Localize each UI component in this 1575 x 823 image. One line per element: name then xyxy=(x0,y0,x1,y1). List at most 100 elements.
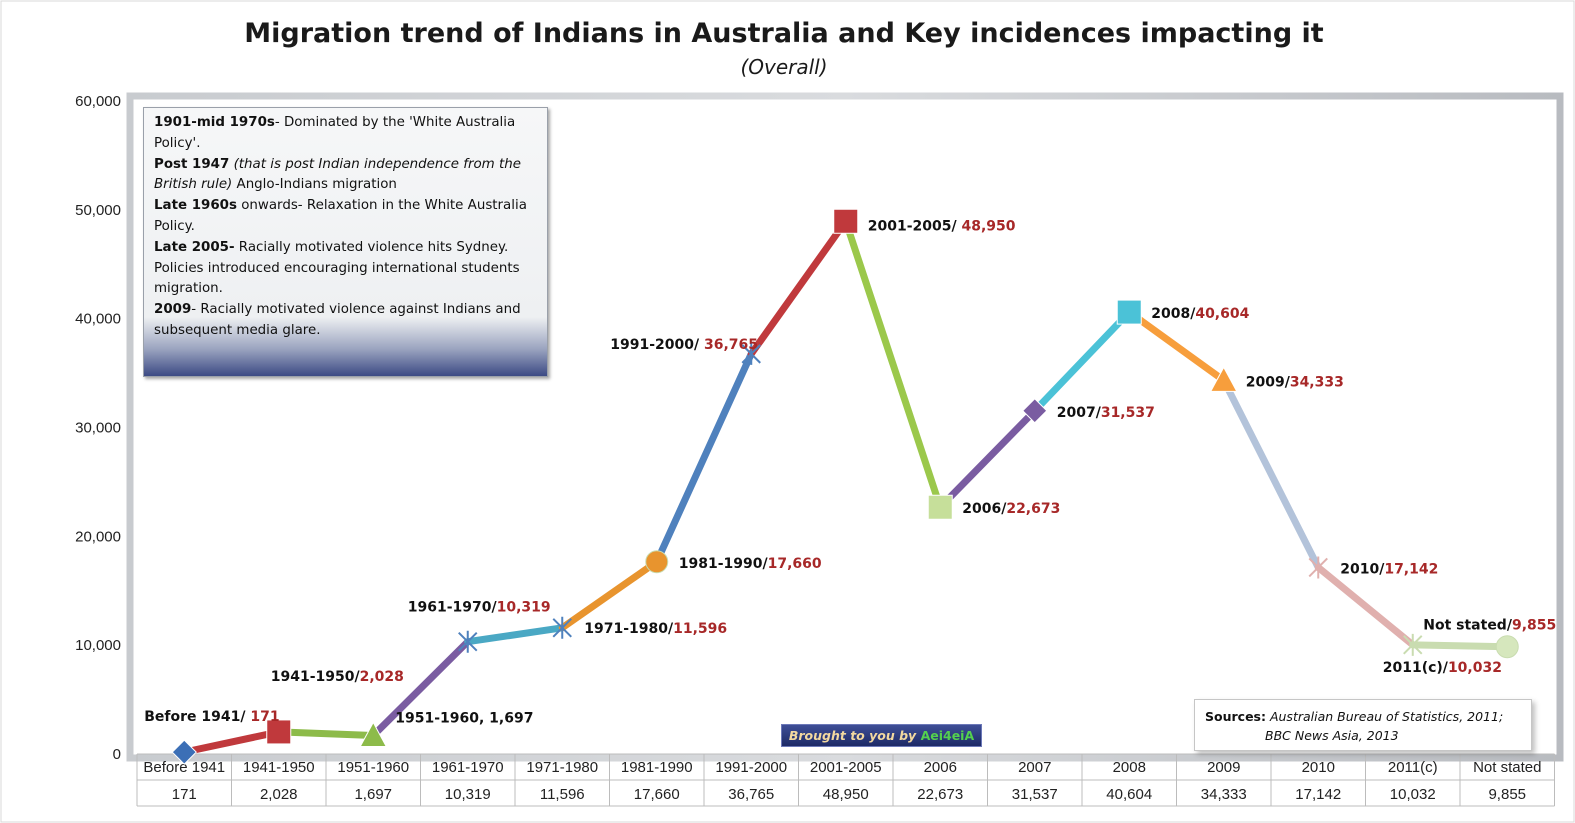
data-label-name: 2007/ xyxy=(1057,405,1102,421)
data-label-name: 2011(c)/ xyxy=(1383,660,1449,676)
table-category-cell: Before 1941 xyxy=(143,759,225,776)
line-segment xyxy=(842,217,944,511)
table-category-cell: 1951-1960 xyxy=(337,759,409,776)
data-label: Before 1941/ 171 xyxy=(144,709,279,725)
table-category-cell: 1941-1950 xyxy=(243,759,315,776)
data-label-value: 34,333 xyxy=(1290,374,1344,390)
table-value-cell: 31,537 xyxy=(1012,786,1058,803)
data-point-marker xyxy=(458,630,478,653)
y-tick-label: 40,000 xyxy=(75,311,121,328)
y-tick-label: 60,000 xyxy=(75,93,121,110)
data-label-name: Before 1941/ xyxy=(144,709,250,725)
y-tick-label: 50,000 xyxy=(75,202,121,219)
data-label: 1961-1970/10,319 xyxy=(408,600,551,616)
line-segment xyxy=(653,350,755,566)
data-label-name: 1951-1960, 1,697 xyxy=(395,711,533,727)
y-tick-label: 10,000 xyxy=(75,637,121,654)
data-point-marker xyxy=(741,342,761,365)
data-label-value: 17,142 xyxy=(1384,561,1438,577)
credit-banner: Brought to you by Aei4eiA xyxy=(781,724,982,747)
data-label: 1971-1980/11,596 xyxy=(584,621,727,637)
table-value-cell: 48,950 xyxy=(823,786,869,803)
table-category-cell: 1991-2000 xyxy=(715,759,787,776)
sources-label: Sources: xyxy=(1205,709,1266,724)
table-category-cell: 2006 xyxy=(924,759,957,776)
table-value-cell: 10,032 xyxy=(1390,786,1436,803)
data-table: Before 1941 171 1941-1950 2,028 1951-1960 1,6… xyxy=(136,753,1555,807)
sources-line-1: Sources: Australian Bureau of Statistics… xyxy=(1205,709,1504,724)
data-label: 2009/34,333 xyxy=(1246,374,1344,390)
data-label-value: 40,604 xyxy=(1195,306,1249,322)
data-label: 1991-2000/ 36,765 xyxy=(610,337,758,353)
chart-subtitle: (Overall) xyxy=(740,55,827,79)
data-label: Not stated/9,855 xyxy=(1423,618,1556,634)
table-value-cell: 9,855 xyxy=(1488,786,1526,803)
series-line xyxy=(180,217,1511,756)
brand-name: Aei4eiA xyxy=(920,728,975,743)
line-segment xyxy=(1031,308,1133,415)
data-label: 1951-1960, 1,697 xyxy=(395,711,533,727)
table-value-cell: 34,333 xyxy=(1201,786,1247,803)
data-label: 2010/17,142 xyxy=(1340,561,1438,577)
data-label-name: Not stated/ xyxy=(1423,618,1513,634)
data-point-marker xyxy=(1022,398,1048,424)
note-item: 2009- Racially motivated violence agains… xyxy=(154,302,521,338)
data-point-marker xyxy=(645,550,669,574)
series-markers xyxy=(171,208,1519,765)
table-category-cell: 2010 xyxy=(1302,759,1335,776)
data-point-marker xyxy=(266,719,292,745)
table-category-cell: 1971-1980 xyxy=(526,759,598,776)
line-segment xyxy=(1220,376,1322,571)
data-point-marker xyxy=(1209,366,1238,392)
table-value-cell: 10,319 xyxy=(445,786,491,803)
line-segment xyxy=(936,407,1039,511)
sources-box: Sources: Australian Bureau of Statistics… xyxy=(1194,699,1532,751)
table-category-cell: 2008 xyxy=(1113,759,1146,776)
y-tick-label: 30,000 xyxy=(75,420,121,437)
table-category-cell: 2001-2005 xyxy=(810,759,882,776)
table-value-cell: 40,604 xyxy=(1106,786,1152,803)
data-label-value: 48,950 xyxy=(961,218,1015,234)
data-label-name: 2009/ xyxy=(1246,374,1291,390)
data-label-value: 10,319 xyxy=(497,600,551,616)
data-label-name: 1971-1980/ xyxy=(584,621,674,637)
data-point-marker xyxy=(1495,635,1519,659)
data-label-name: 1981-1990/ xyxy=(679,556,769,572)
line-segment xyxy=(464,624,566,646)
data-labels: Before 1941/ 171 1941-1950/2,028 1951-1960… xyxy=(144,218,1556,726)
data-label: 1981-1990/17,660 xyxy=(679,556,822,572)
sources-line-2: BBC News Asia, 2013 xyxy=(1265,728,1399,743)
table-value-cell: 22,673 xyxy=(917,786,963,803)
data-label-name: 2008/ xyxy=(1151,306,1196,322)
y-tick-label: 20,000 xyxy=(75,528,121,545)
line-segment xyxy=(558,558,661,632)
table-category-cell: 2007 xyxy=(1018,759,1051,776)
line-segment xyxy=(747,217,850,358)
y-tick-label: 0 xyxy=(113,746,121,763)
note-item: Late 2005- Racially motivated violence h… xyxy=(154,239,520,297)
line-segment xyxy=(1125,308,1228,384)
data-label-name: 1961-1970/ xyxy=(408,600,498,616)
data-label: 2001-2005/ 48,950 xyxy=(868,218,1016,234)
data-label-value: 2,028 xyxy=(360,669,404,685)
data-label-value: 10,032 xyxy=(1448,660,1502,676)
plot-area-frame xyxy=(126,92,1564,762)
data-label: 2007/31,537 xyxy=(1057,405,1155,421)
data-point-marker xyxy=(1308,556,1328,579)
data-point-marker xyxy=(171,739,197,765)
data-label-name: 2006/ xyxy=(962,501,1007,517)
data-label-name: 2001-2005/ xyxy=(868,218,962,234)
note-item: Late 1960s onwards- Relaxation in the Wh… xyxy=(154,198,527,234)
table-value-cell: 171 xyxy=(172,786,197,803)
data-point-marker xyxy=(552,616,572,639)
line-segment xyxy=(275,728,377,740)
data-point-marker xyxy=(359,721,388,748)
data-label-value: 171 xyxy=(250,709,279,725)
data-label-name: 1941-1950/ xyxy=(271,669,361,685)
data-label-value: 9,855 xyxy=(1512,618,1556,634)
data-point-marker xyxy=(833,208,859,234)
y-axis: 0 10,000 20,000 30,000 40,000 50,000 60,000 xyxy=(75,93,121,763)
data-label-value: 31,537 xyxy=(1101,405,1155,421)
data-label: 2011(c)/10,032 xyxy=(1383,660,1502,676)
